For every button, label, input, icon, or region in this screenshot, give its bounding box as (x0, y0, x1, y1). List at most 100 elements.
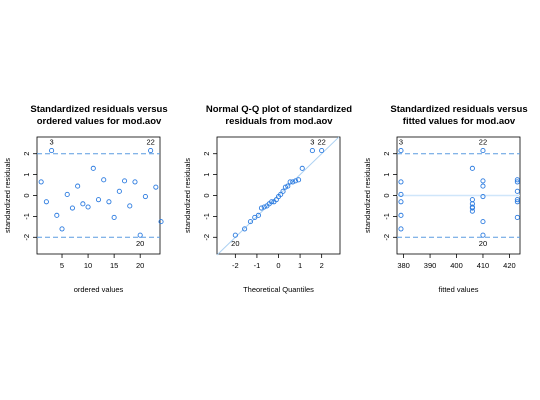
y-tick-label: -1 (202, 213, 211, 220)
x-tick-label: 410 (477, 261, 490, 270)
data-point (258, 205, 265, 211)
data-point (514, 188, 520, 194)
data-point (75, 183, 81, 189)
y-tick-label: 2 (382, 152, 391, 156)
point-label: 3 (310, 138, 314, 147)
data-point (398, 191, 404, 198)
data-point (296, 177, 302, 183)
data-point (290, 179, 296, 185)
data-point (278, 191, 284, 198)
y-tick-label: -1 (22, 213, 31, 220)
data-point (319, 148, 325, 154)
data-point (398, 212, 404, 218)
y-tick-label: -2 (202, 234, 211, 241)
data-point (469, 205, 475, 211)
data-point (85, 204, 91, 210)
data-point (398, 199, 404, 205)
chart-title-line: Standardized residuals versus (30, 104, 167, 115)
data-point (38, 179, 44, 185)
data-point (261, 204, 267, 210)
point-label: 20 (231, 239, 239, 248)
data-point (480, 193, 486, 200)
x-tick-label: 390 (424, 261, 437, 270)
data-point (309, 148, 315, 154)
point-label: 3 (399, 138, 403, 147)
data-point (54, 212, 60, 218)
data-point (90, 165, 96, 171)
x-tick-label: 20 (136, 261, 144, 270)
x-tick-label: 5 (60, 261, 64, 270)
data-point (106, 199, 112, 205)
x-axis-label: ordered values (74, 285, 124, 294)
x-tick-label: -1 (254, 261, 261, 270)
data-point (95, 197, 102, 203)
data-point (247, 219, 253, 225)
x-tick-label: 2 (320, 261, 324, 270)
data-point (269, 199, 275, 205)
x-tick-label: 420 (503, 261, 516, 270)
y-tick-label: -2 (22, 234, 31, 241)
chart-title-line: Standardized residuals versus (390, 104, 527, 115)
data-point (101, 177, 107, 183)
data-point (49, 148, 55, 154)
point-label: 20 (136, 239, 144, 248)
data-point (480, 178, 486, 184)
chart-title-line: fitted values for mod.aov (403, 116, 516, 127)
data-point (158, 219, 164, 225)
data-point (80, 201, 86, 207)
data-point (142, 193, 148, 200)
data-point (480, 219, 486, 225)
x-tick-label: 10 (84, 261, 92, 270)
point-label: 22 (317, 138, 325, 147)
data-point (242, 226, 248, 232)
x-tick-label: 0 (276, 261, 280, 270)
y-tick-label: 1 (382, 173, 391, 177)
data-point (122, 178, 128, 184)
data-point (469, 165, 475, 171)
data-point (153, 184, 159, 190)
x-tick-label: -2 (232, 261, 239, 270)
data-point (469, 208, 475, 214)
y-tick-label: 0 (382, 193, 391, 197)
data-point (398, 226, 404, 232)
data-point (480, 148, 486, 154)
data-point (299, 165, 305, 171)
x-tick-label: 15 (110, 261, 118, 270)
y-tick-label: 0 (202, 193, 211, 197)
data-point (69, 205, 75, 211)
data-point (514, 179, 520, 185)
data-point (514, 177, 520, 183)
y-axis-label: standardized residuals (3, 158, 12, 233)
data-point (280, 188, 286, 194)
y-tick-label: -1 (382, 213, 391, 220)
data-point (255, 212, 261, 218)
y-tick-label: 1 (22, 173, 31, 177)
data-point (232, 232, 238, 238)
data-point (43, 199, 49, 205)
y-tick-label: 2 (22, 152, 31, 156)
data-point (398, 148, 404, 154)
data-point (59, 226, 65, 232)
data-point (116, 188, 122, 194)
data-point (137, 232, 143, 238)
data-point (282, 184, 288, 190)
data-point (398, 179, 404, 185)
data-point (285, 183, 291, 189)
y-axis-label: standardized residuals (363, 158, 372, 233)
x-tick-label: 1 (298, 261, 302, 270)
point-label: 20 (479, 239, 487, 248)
data-point (127, 203, 133, 209)
chart-title-line: residuals from mod.aov (225, 116, 333, 127)
data-point (148, 148, 154, 154)
y-tick-label: 0 (22, 193, 31, 197)
x-tick-label: 380 (397, 261, 410, 270)
data-point (480, 232, 486, 238)
chart-title-line: Normal Q-Q plot of standardized (206, 104, 352, 115)
data-point (514, 197, 520, 203)
y-axis-label: standardized residuals (183, 158, 192, 233)
data-point (132, 179, 138, 185)
x-tick-label: 400 (450, 261, 463, 270)
chart-title-line: ordered values for mod.aov (37, 116, 162, 127)
